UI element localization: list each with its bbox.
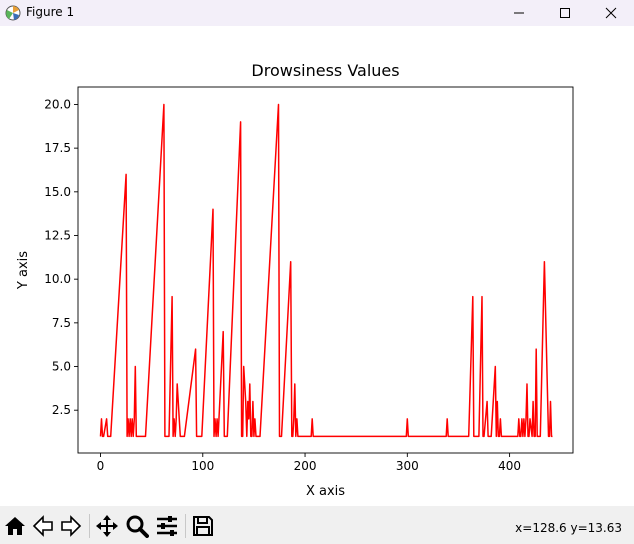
y-tick-label: 15.0: [44, 185, 71, 199]
close-button[interactable]: [588, 0, 634, 26]
zoom-magnifier-icon[interactable]: [125, 514, 149, 538]
pan-move-icon[interactable]: [95, 514, 119, 538]
x-axis-ticks: 0 100 200 300 400: [97, 453, 521, 473]
matplotlib-figure-icon: [5, 5, 21, 21]
x-tick-label: 400: [498, 459, 521, 473]
y-axis-ticks: 2.5 5.0 7.5 10.0 12.5 15.0 17.5 20.0: [44, 97, 78, 417]
y-tick-label: 5.0: [52, 360, 71, 374]
window-title: Figure 1: [26, 5, 75, 19]
minimize-button[interactable]: [496, 0, 542, 26]
maximize-icon: [560, 8, 570, 18]
x-tick-label: 0: [97, 459, 105, 473]
x-axis-label: X axis: [306, 484, 345, 499]
subplots-sliders-icon[interactable]: [155, 514, 179, 538]
cursor-coordinates: x=128.6 y=13.63: [515, 521, 622, 535]
toolbar-separator: [185, 514, 186, 538]
minimize-icon: [514, 12, 524, 14]
x-tick-label: 300: [396, 459, 419, 473]
save-floppy-icon[interactable]: [191, 514, 215, 538]
axes-frame: [77, 86, 574, 454]
forward-arrow-icon[interactable]: [59, 514, 83, 538]
x-tick-label: 100: [191, 459, 214, 473]
drowsiness-series-line: [99, 103, 553, 438]
chart-title: Drowsiness Values: [251, 61, 399, 80]
close-icon: [605, 7, 617, 19]
figure-canvas[interactable]: Drowsiness Values X axis Y axis 0 100 200 3…: [0, 26, 634, 506]
y-tick-label: 12.5: [44, 228, 71, 242]
y-axis-label: Y axis: [16, 251, 31, 290]
y-tick-label: 17.5: [44, 141, 71, 155]
y-tick-label: 2.5: [52, 403, 71, 417]
home-icon[interactable]: [3, 514, 27, 538]
back-arrow-icon[interactable]: [31, 514, 55, 538]
x-tick-label: 200: [294, 459, 317, 473]
y-tick-label: 20.0: [44, 97, 71, 111]
toolbar-separator: [89, 514, 90, 538]
title-bar: Figure 1: [0, 0, 634, 26]
y-tick-label: 7.5: [52, 316, 71, 330]
y-tick-label: 10.0: [44, 272, 71, 286]
navigation-toolbar: x=128.6 y=13.63: [0, 506, 634, 544]
maximize-button[interactable]: [542, 0, 588, 26]
